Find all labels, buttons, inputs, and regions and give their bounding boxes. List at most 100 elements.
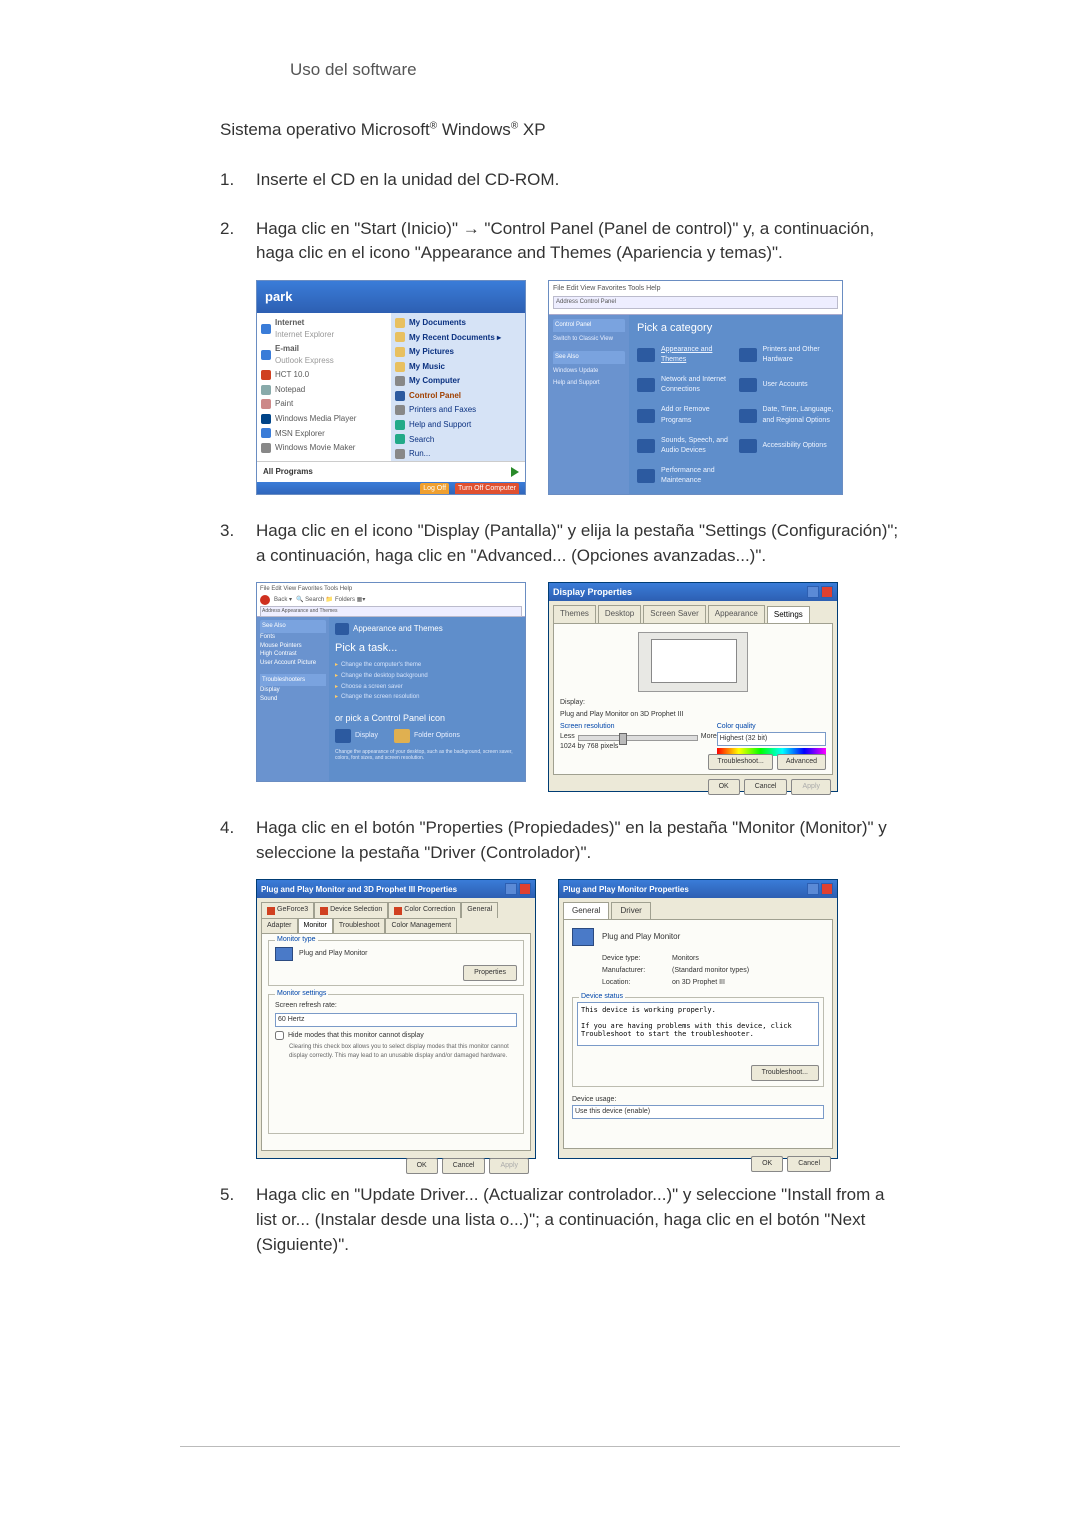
- start-run[interactable]: Run...: [395, 448, 521, 460]
- tab-settings[interactable]: Settings: [767, 606, 810, 624]
- tab-monitor[interactable]: Monitor: [298, 918, 333, 933]
- start-pinned-list: InternetInternet Explorer E-mailOutlook …: [257, 313, 391, 461]
- task-theme[interactable]: ▸Change the computer's theme: [335, 661, 519, 670]
- start-item-paint[interactable]: Paint: [261, 398, 387, 410]
- tab-colorcorr[interactable]: Color Correction: [388, 902, 461, 917]
- cp-help[interactable]: Help and Support: [553, 379, 625, 388]
- cp-menubar[interactable]: File Edit View Favorites Tools Help: [553, 284, 838, 294]
- help-icon[interactable]: [807, 586, 819, 598]
- tab-general[interactable]: General: [563, 902, 609, 919]
- cancel-button[interactable]: Cancel: [744, 779, 788, 795]
- tab-colormgmt[interactable]: Color Management: [385, 918, 457, 933]
- res-more: More: [701, 732, 717, 742]
- help-icon[interactable]: [505, 883, 517, 895]
- cp-category-area: Pick a category Appearance and Themes Pr…: [629, 315, 842, 495]
- ok-button[interactable]: OK: [708, 779, 740, 795]
- start-item-notepad[interactable]: Notepad: [261, 384, 387, 396]
- start-mypics[interactable]: My Pictures: [395, 346, 521, 358]
- cat-printers[interactable]: Printers and Other Hardware: [739, 345, 835, 365]
- app-menubar[interactable]: File Edit View Favorites Tools Help: [260, 585, 522, 594]
- res-slider[interactable]: [578, 735, 698, 741]
- monitor-name: Plug and Play Monitor: [275, 947, 517, 961]
- start-all-programs[interactable]: All Programs: [257, 461, 525, 482]
- refresh-select[interactable]: 60 Hertz: [275, 1013, 517, 1027]
- cat-performance[interactable]: Performance and Maintenance: [637, 466, 733, 486]
- app-ts-sound[interactable]: Sound: [260, 695, 326, 704]
- cq-select[interactable]: Highest (32 bit): [717, 732, 826, 746]
- start-control-panel[interactable]: Control Panel: [395, 390, 521, 402]
- tab-geforce[interactable]: GeForce3: [261, 902, 314, 917]
- cat-datetime[interactable]: Date, Time, Language, and Regional Optio…: [739, 405, 835, 425]
- cat-sounds[interactable]: Sounds, Speech, and Audio Devices: [637, 436, 733, 456]
- task-bg[interactable]: ▸Change the desktop background: [335, 672, 519, 681]
- logoff-button[interactable]: Log Off: [420, 483, 449, 494]
- close-icon[interactable]: [821, 883, 833, 895]
- kv-manu: Manufacturer:(Standard monitor types): [602, 966, 824, 976]
- app-side-fonts[interactable]: Fonts: [260, 633, 326, 642]
- app-side-mouse[interactable]: Mouse Pointers: [260, 642, 326, 651]
- tab-general[interactable]: General: [461, 902, 498, 917]
- start-printers[interactable]: Printers and Faxes: [395, 404, 521, 416]
- cat-accessibility[interactable]: Accessibility Options: [739, 436, 835, 456]
- tab-driver[interactable]: Driver: [611, 902, 650, 919]
- tab-screensaver[interactable]: Screen Saver: [643, 605, 705, 623]
- help-icon[interactable]: [807, 883, 819, 895]
- tab-desktop[interactable]: Desktop: [598, 605, 641, 623]
- cp-winupdate[interactable]: Windows Update: [553, 367, 625, 376]
- start-power-row: Log Off Turn Off Computer: [257, 482, 525, 495]
- task-ss[interactable]: ▸Choose a screen saver: [335, 683, 519, 692]
- ok-button[interactable]: OK: [751, 1156, 783, 1172]
- tab-appearance[interactable]: Appearance: [708, 605, 765, 623]
- cat-appearance[interactable]: Appearance and Themes: [637, 345, 733, 365]
- start-item-msn[interactable]: MSN Explorer: [261, 428, 387, 440]
- start-help[interactable]: Help and Support: [395, 419, 521, 431]
- pnp-heading: Plug and Play Monitor: [572, 928, 824, 946]
- icon-display[interactable]: Display: [335, 729, 378, 743]
- cp-addressbar[interactable]: Address Control Panel: [553, 296, 838, 309]
- turnoff-button[interactable]: Turn Off Computer: [455, 483, 519, 494]
- app-side-uap[interactable]: User Account Picture: [260, 659, 326, 668]
- start-mycomputer[interactable]: My Computer: [395, 375, 521, 387]
- cp-side-header: Control Panel: [553, 319, 625, 332]
- properties-button[interactable]: Properties: [463, 965, 517, 981]
- pnp-titlebar: Plug and Play Monitor Properties: [559, 880, 837, 898]
- start-item-wmp[interactable]: Windows Media Player: [261, 413, 387, 425]
- cancel-button[interactable]: Cancel: [787, 1156, 831, 1172]
- tab-troubleshoot[interactable]: Troubleshoot: [333, 918, 386, 933]
- cp-seealso: See Also: [553, 351, 625, 364]
- cat-network[interactable]: Network and Internet Connections: [637, 375, 733, 395]
- app-side-contrast[interactable]: High Contrast: [260, 650, 326, 659]
- hide-modes-check[interactable]: Hide modes that this monitor cannot disp…: [275, 1031, 517, 1041]
- start-mymusic[interactable]: My Music: [395, 361, 521, 373]
- cp-switch-classic[interactable]: Switch to Classic View: [553, 335, 625, 344]
- start-recent[interactable]: My Recent Documents ▸: [395, 332, 521, 344]
- close-icon[interactable]: [519, 883, 531, 895]
- troubleshoot-button[interactable]: Troubleshoot...: [751, 1065, 819, 1081]
- troubleshoot-button[interactable]: Troubleshoot...: [708, 754, 772, 770]
- res-value: 1024 by 768 pixels: [560, 742, 717, 752]
- cancel-button[interactable]: Cancel: [442, 1158, 486, 1174]
- app-addr[interactable]: Address Appearance and Themes: [260, 606, 522, 617]
- ok-button[interactable]: OK: [406, 1158, 438, 1174]
- task-res[interactable]: ▸Change the screen resolution: [335, 693, 519, 702]
- start-item-email[interactable]: E-mailOutlook Express: [261, 343, 387, 366]
- tab-themes[interactable]: Themes: [553, 605, 596, 623]
- cat-addremove[interactable]: Add or Remove Programs: [637, 405, 733, 425]
- tab-devsel[interactable]: Device Selection: [314, 902, 388, 917]
- usage-select[interactable]: Use this device (enable): [572, 1105, 824, 1119]
- icon-folder-opts[interactable]: Folder Options: [394, 729, 460, 743]
- app-pick-icon: or pick a Control Panel icon: [335, 712, 519, 725]
- page-header: Uso del software: [290, 60, 900, 80]
- cat-users[interactable]: User Accounts: [739, 375, 835, 395]
- start-search[interactable]: Search: [395, 434, 521, 446]
- start-mydocs[interactable]: My Documents: [395, 317, 521, 329]
- back-icon[interactable]: [260, 595, 270, 605]
- start-item-hct[interactable]: HCT 10.0: [261, 369, 387, 381]
- start-item-internet[interactable]: InternetInternet Explorer: [261, 317, 387, 340]
- close-icon[interactable]: [821, 586, 833, 598]
- app-toolbar[interactable]: Back ▾🔍 Search 📁 Folders ▦▾: [260, 595, 522, 605]
- app-ts-display[interactable]: Display: [260, 686, 326, 695]
- tab-adapter[interactable]: Adapter: [261, 918, 298, 933]
- advanced-button[interactable]: Advanced: [777, 754, 826, 770]
- start-item-moviemaker[interactable]: Windows Movie Maker: [261, 442, 387, 454]
